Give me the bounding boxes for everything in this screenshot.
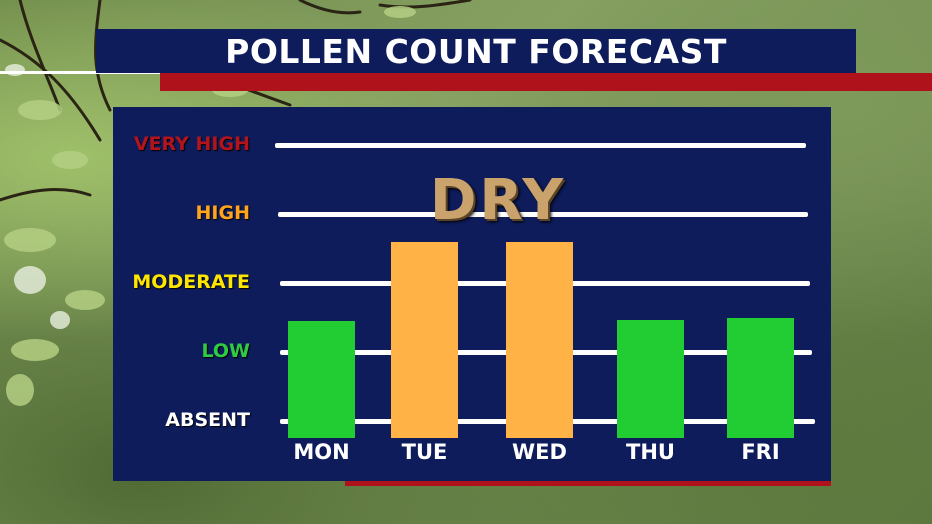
chart-panel [113, 107, 831, 481]
level-label-low: LOW [201, 340, 250, 362]
level-label-absent: ABSENT [165, 409, 250, 431]
title-accent-bar [160, 73, 932, 91]
day-label-thu: THU [626, 440, 675, 464]
gridline-high [278, 212, 808, 217]
dry-annotation: DRY [398, 168, 598, 233]
bar-mon [288, 320, 355, 438]
panel-accent-bar [345, 481, 831, 486]
bar-wed [506, 241, 573, 438]
day-label-wed: WED [512, 440, 567, 464]
level-label-high: HIGH [195, 202, 250, 224]
bar-fri [727, 318, 794, 438]
bar-tue [391, 241, 458, 438]
day-label-tue: TUE [401, 440, 448, 464]
level-label-moderate: MODERATE [132, 271, 250, 293]
page-title: POLLEN COUNT FORECAST [225, 31, 727, 71]
title-bar: POLLEN COUNT FORECAST [96, 29, 856, 73]
bar-thu [617, 319, 684, 438]
day-label-mon: MON [293, 440, 350, 464]
gridline-very-high [275, 143, 806, 148]
level-label-very-high: VERY HIGH [133, 133, 250, 155]
day-label-fri: FRI [741, 440, 780, 464]
top-accent-line [0, 71, 160, 74]
